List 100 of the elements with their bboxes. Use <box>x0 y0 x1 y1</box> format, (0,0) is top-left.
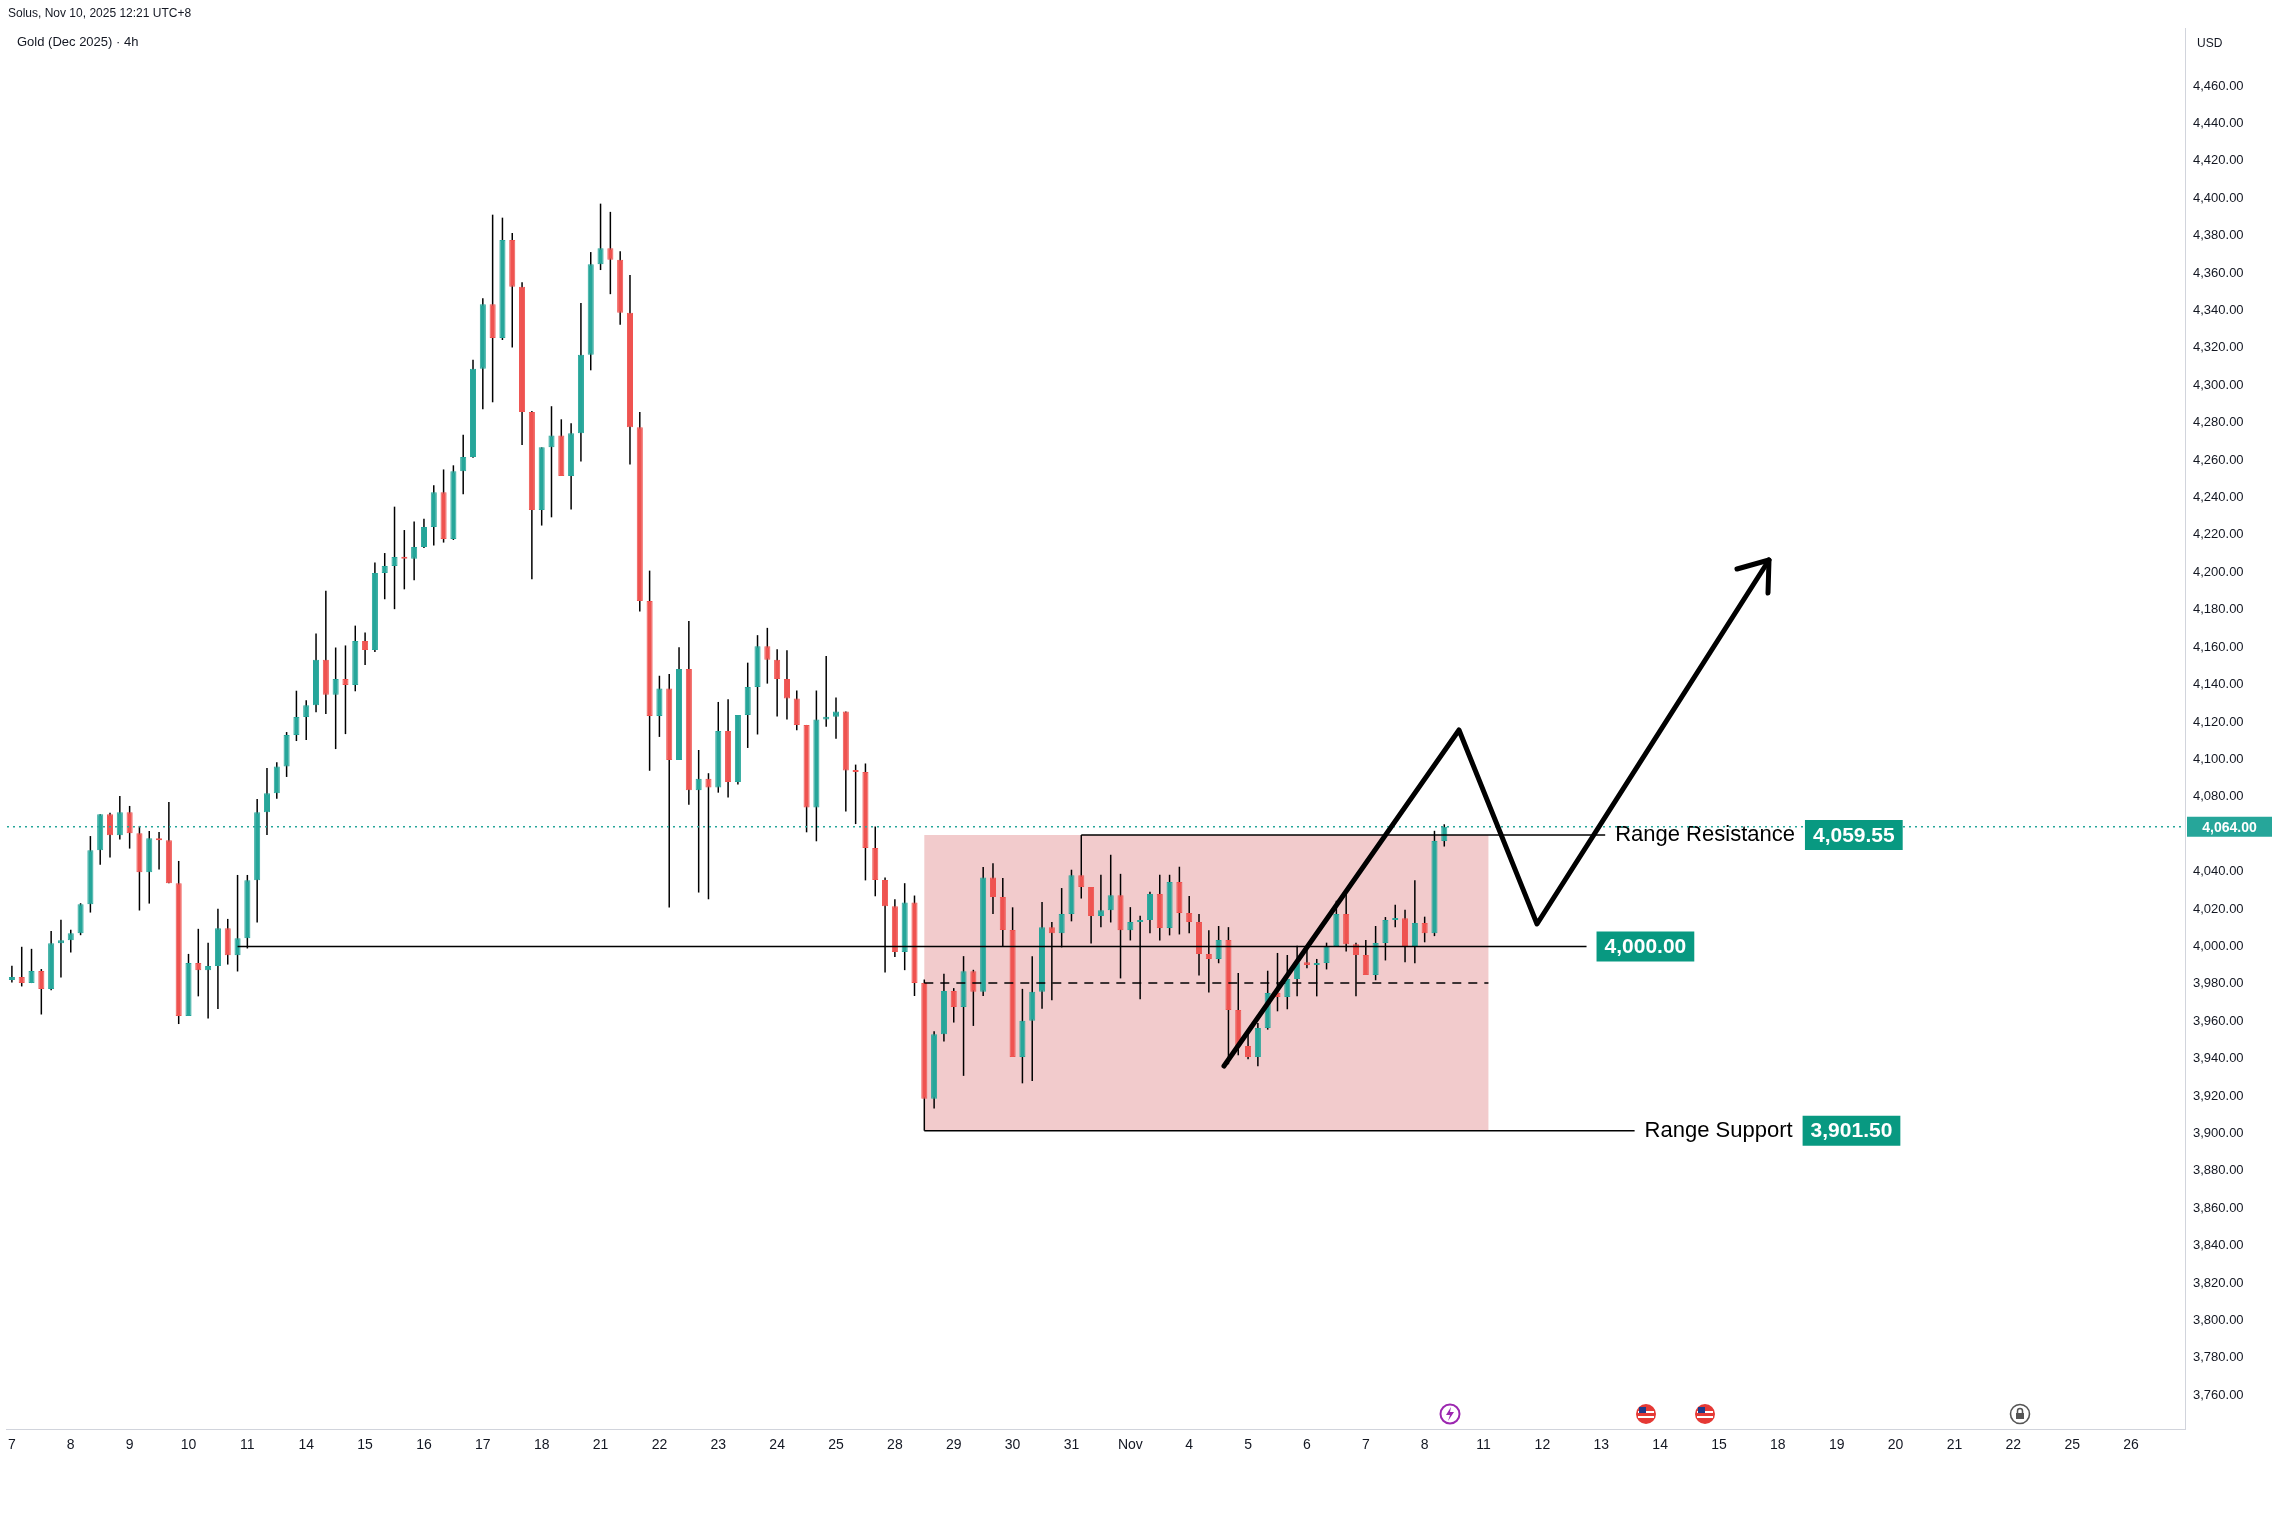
y-tick-label: 4,460.00 <box>2193 77 2244 93</box>
candlestick <box>1097 874 1104 929</box>
y-tick-label: 3,820.00 <box>2193 1274 2244 1290</box>
y-tick-label: 4,400.00 <box>2193 189 2244 205</box>
candlestick <box>774 648 781 718</box>
annotation: 4,059.55 <box>1812 822 1896 846</box>
candlestick <box>597 202 604 271</box>
x-tick-label: 22 <box>651 1436 668 1453</box>
candlestick <box>362 631 369 666</box>
y-tick-label: 3,860.00 <box>2193 1199 2244 1215</box>
y-tick-label: 4,160.00 <box>2193 638 2244 654</box>
x-tick-label: 14 <box>1652 1436 1669 1453</box>
x-tick-label: 17 <box>475 1436 491 1453</box>
y-tick-label: 4,260.00 <box>2193 451 2244 467</box>
candlestick <box>607 211 614 295</box>
y-tick-label: 3,920.00 <box>2193 1087 2244 1103</box>
candlestick <box>764 627 771 685</box>
y-tick-label: 4,120.00 <box>2193 713 2244 729</box>
x-tick-label: 25 <box>828 1436 845 1453</box>
x-tick-label: 6 <box>1303 1436 1312 1453</box>
ref-line-label: Range Resistance <box>1615 821 1795 847</box>
y-tick-label: 4,380.00 <box>2193 227 2244 243</box>
y-tick-label: 4,440.00 <box>2193 114 2244 130</box>
y-tick-label: 4,360.00 <box>2193 264 2244 280</box>
x-tick-label: 25 <box>2064 1436 2081 1453</box>
candlestick <box>1421 915 1428 944</box>
x-tick-label: 21 <box>592 1436 609 1453</box>
annotation: 4,000.00 <box>1604 934 1687 958</box>
y-tick-label: 4,140.00 <box>2193 676 2244 692</box>
y-tick-label: 4,340.00 <box>2193 302 2244 318</box>
y-tick-label: 3,960.00 <box>2193 1012 2244 1028</box>
y-tick-label: 4,000.00 <box>2193 937 2244 953</box>
x-tick-label: 28 <box>887 1436 903 1453</box>
y-tick-label: 4,420.00 <box>2193 152 2244 168</box>
x-tick-label: 10 <box>180 1436 197 1453</box>
candlestick <box>38 968 45 1016</box>
x-tick-label: 12 <box>1534 1436 1551 1453</box>
candlestick <box>106 811 114 859</box>
candlestick <box>705 772 712 901</box>
chart-subtitle: Solus, Nov 10, 2025 12:21 UTC+8 <box>8 6 192 21</box>
text: 4,064.00 <box>2202 818 2257 835</box>
x-tick-label: 21 <box>1946 1436 1963 1453</box>
x-tick-label: 8 <box>1420 1436 1429 1453</box>
annotation: 3,901.50 <box>1810 1118 1893 1142</box>
x-tick-label: 19 <box>1828 1436 1845 1453</box>
candlestick <box>391 505 398 610</box>
x-tick-label: 5 <box>1244 1436 1253 1453</box>
candlestick <box>1146 891 1153 935</box>
x-tick-label: 13 <box>1593 1436 1610 1453</box>
candlestick <box>126 805 133 850</box>
x-tick-label: 23 <box>710 1436 727 1453</box>
y-tick-label: 4,320.00 <box>2193 339 2244 355</box>
x-tick-label: 11 <box>1476 1436 1491 1453</box>
y-tick-label: 4,020.00 <box>2193 900 2244 916</box>
x-tick-label: 20 <box>1887 1436 1904 1453</box>
y-tick-label: 4,200.00 <box>2193 563 2244 579</box>
y-tick-label: 4,280.00 <box>2193 414 2244 430</box>
y-tick-label: 4,080.00 <box>2193 788 2244 804</box>
candlestick <box>1284 954 1291 1011</box>
y-tick-label: 3,940.00 <box>2193 1050 2244 1066</box>
candlestick <box>420 517 427 549</box>
x-tick-label: 18 <box>1770 1436 1786 1453</box>
x-tick-label: 29 <box>945 1436 962 1453</box>
candlestick <box>1107 854 1114 924</box>
y-tick-label: 4,180.00 <box>2193 601 2244 617</box>
candlestick <box>28 948 35 984</box>
candlestick <box>989 862 997 915</box>
x-tick-label: 16 <box>416 1436 432 1453</box>
text: Gold (Dec 2025) · 4h <box>16 33 139 49</box>
y-tick-label: 4,220.00 <box>2193 526 2244 542</box>
candlestick <box>832 696 840 740</box>
y-axis-title: USD <box>2197 36 2223 51</box>
candlestick <box>783 649 790 721</box>
candlestick <box>293 689 300 742</box>
x-tick-label: 31 <box>1063 1436 1080 1453</box>
candlestick <box>950 987 957 1024</box>
x-tick-label: 24 <box>769 1436 786 1453</box>
y-tick-label: 3,800.00 <box>2193 1312 2244 1328</box>
x-tick-label: 11 <box>240 1436 255 1453</box>
y-tick-label: 3,840.00 <box>2193 1237 2244 1253</box>
y-tick-label: 3,980.00 <box>2193 975 2244 991</box>
x-tick-label: Nov <box>1117 1436 1143 1453</box>
x-tick-label: 14 <box>298 1436 315 1453</box>
y-tick-label: 4,100.00 <box>2193 750 2244 766</box>
y-tick-label: 4,040.00 <box>2193 863 2244 879</box>
x-tick-label: 9 <box>125 1436 134 1453</box>
x-tick-label: 18 <box>533 1436 550 1453</box>
x-tick-label: 8 <box>66 1436 75 1453</box>
candlestick <box>332 646 339 750</box>
candlestick <box>8 965 15 984</box>
candlestick <box>1245 1032 1252 1060</box>
candlestick <box>381 552 388 600</box>
y-tick-label: 3,880.00 <box>2193 1162 2244 1178</box>
ref-line-label: Range Support <box>1644 1116 1793 1142</box>
x-tick-label: 26 <box>2123 1436 2140 1453</box>
y-tick-label: 4,240.00 <box>2193 489 2244 505</box>
x-tick-label: 15 <box>1711 1436 1727 1453</box>
candlestick <box>18 946 25 988</box>
x-tick-label: 7 <box>8 1436 16 1453</box>
candlestick <box>342 644 349 735</box>
